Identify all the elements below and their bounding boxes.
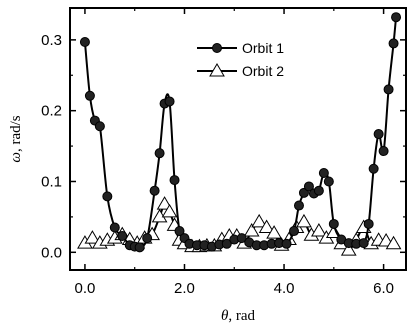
data-point-orbit-2: [156, 196, 173, 210]
data-point-orbit-2: [251, 213, 268, 228]
data-point-orbit-2: [243, 223, 260, 237]
axis-tick-labels: 0.0 2.0 4.0 6.0 0.0 0.1 0.2 0.3: [41, 32, 394, 297]
data-point-orbit-2: [266, 225, 282, 239]
data-point-orbit-2: [258, 219, 275, 234]
data-point-orbit-1: [378, 146, 389, 157]
data-point-orbit-1: [164, 96, 175, 107]
legend-marker-orbit-1: [212, 43, 222, 53]
data-point-orbit-1: [142, 233, 153, 244]
y-tick-label: 0.1: [41, 173, 62, 190]
data-point-orbit-1: [79, 36, 90, 47]
y-tick-label: 0.0: [41, 244, 62, 261]
data-point-orbit-1: [117, 231, 128, 242]
data-point-orbit-1: [313, 185, 324, 196]
data-point-orbit-1: [368, 163, 379, 174]
data-point-orbit-1: [149, 185, 160, 196]
data-point-orbit-1: [323, 176, 334, 187]
data-point-orbit-1: [383, 84, 394, 95]
data-point-orbit-1: [174, 226, 185, 237]
data-point-orbit-2: [340, 242, 357, 256]
data-point-orbit-1: [289, 226, 299, 237]
x-tick-label: 4.0: [274, 280, 295, 297]
data-point-orbit-2: [296, 213, 312, 228]
plot-series: [77, 12, 402, 256]
data-point-orbit-2: [311, 223, 327, 237]
legend-label-orbit-1: Orbit 1: [242, 40, 284, 56]
data-point-orbit-1: [358, 238, 369, 249]
axis-ticks: [70, 8, 406, 270]
x-tick-label: 6.0: [373, 280, 394, 297]
data-point-orbit-1: [169, 175, 180, 186]
y-tick-label: 0.3: [41, 32, 62, 49]
legend-label-orbit-2: Orbit 2: [242, 63, 284, 79]
data-point-orbit-1: [134, 242, 145, 253]
data-point-orbit-1: [102, 191, 113, 202]
legend: Orbit 1 Orbit 2: [197, 40, 284, 79]
x-tick-label: 0.0: [75, 280, 96, 297]
data-point-orbit-1: [363, 218, 374, 229]
plot-frame: [69, 7, 407, 271]
data-point-orbit-1: [94, 121, 105, 132]
data-point-orbit-1: [109, 222, 120, 233]
y-axis-title: ω, rad/s: [8, 115, 24, 162]
x-tick-label: 2.0: [174, 280, 195, 297]
data-point-orbit-1: [303, 181, 314, 192]
data-point-orbit-2: [385, 235, 402, 250]
data-point-orbit-1: [391, 12, 402, 23]
data-point-orbit-1: [154, 148, 165, 159]
data-point-orbit-1: [293, 200, 304, 211]
data-point-orbit-1: [328, 218, 339, 229]
data-point-orbit-1: [318, 167, 329, 178]
data-point-orbit-1: [236, 233, 247, 244]
data-point-orbit-1: [221, 238, 232, 249]
data-point-orbit-1: [373, 129, 384, 140]
data-point-orbit-1: [281, 238, 292, 249]
legend-marker-orbit-2: [209, 63, 225, 77]
data-point-orbit-2: [161, 203, 178, 218]
x-axis-title: θ, rad: [221, 308, 256, 324]
y-tick-label: 0.2: [41, 103, 62, 120]
data-point-orbit-1: [84, 90, 95, 101]
data-point-orbit-2: [84, 230, 101, 244]
data-point-orbit-1: [388, 38, 399, 49]
series-orbit-1: [79, 12, 402, 253]
